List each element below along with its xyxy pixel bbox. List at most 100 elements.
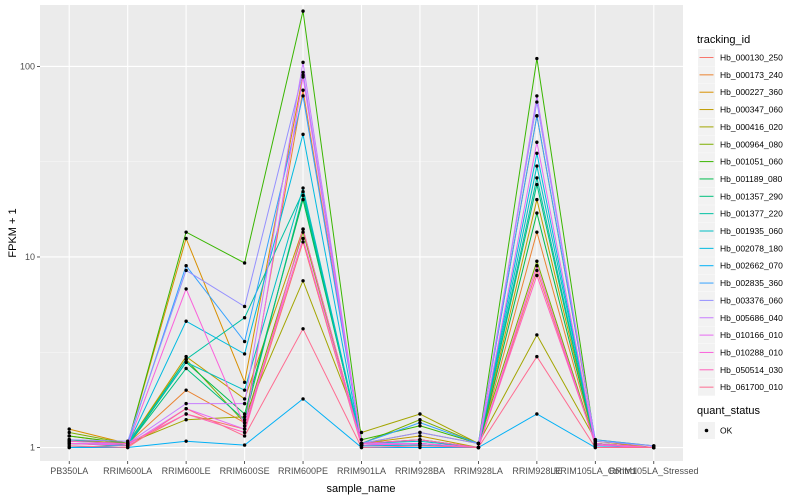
y-axis-title: FPKM + 1	[7, 208, 19, 257]
data-point	[242, 397, 247, 401]
data-point	[418, 434, 422, 438]
data-point	[535, 164, 539, 168]
data-point	[476, 441, 481, 446]
x-tick-label: RRIM600LA	[103, 466, 152, 476]
data-point	[535, 140, 539, 144]
data-point	[301, 132, 305, 137]
data-point	[535, 176, 539, 180]
data-point	[125, 445, 130, 450]
data-point	[418, 424, 422, 428]
data-point	[535, 259, 539, 263]
data-point	[418, 421, 422, 425]
legend2-item: OK	[698, 422, 733, 439]
data-point	[535, 151, 539, 155]
data-point	[184, 360, 188, 365]
data-point	[359, 441, 364, 446]
data-point	[535, 263, 539, 268]
data-point	[476, 445, 481, 450]
data-point	[184, 230, 188, 234]
x-axis-ticks: PB350LA RRIM600LA RRIM600LE RRIM600SE RRIM60…	[50, 461, 699, 476]
data-point	[67, 434, 71, 438]
data-point	[67, 430, 71, 435]
data-point	[652, 445, 656, 450]
data-point	[301, 236, 305, 241]
data-point	[301, 230, 305, 234]
data-point	[301, 60, 305, 65]
data-point	[535, 412, 539, 416]
data-point	[67, 441, 71, 446]
data-point	[184, 354, 188, 359]
data-point	[418, 418, 422, 422]
data-point	[535, 273, 539, 278]
data-point	[184, 236, 188, 241]
legend-title: tracking_id	[697, 34, 750, 46]
x-tick-label: RRIM105LA_Stressed	[609, 466, 699, 476]
data-point	[242, 304, 247, 309]
data-point	[301, 70, 305, 75]
data-point	[242, 415, 247, 419]
data-point	[184, 366, 188, 371]
data-point	[301, 75, 305, 79]
x-tick-label: RRIM928LE	[512, 466, 561, 476]
data-point	[535, 268, 539, 273]
data-point	[418, 441, 422, 446]
data-point	[301, 9, 305, 13]
legend: tracking_id Hb_000130_250Hb_000173_240Hb…	[697, 34, 783, 439]
data-point	[242, 430, 247, 435]
legend-label: Hb_010288_010	[720, 347, 783, 357]
data-point	[535, 211, 539, 215]
data-point	[242, 388, 247, 392]
x-tick-label: RRIM105LA_Control	[554, 466, 637, 476]
data-point	[418, 437, 422, 442]
x-tick-label: RRIM600LE	[162, 466, 211, 476]
legend-label: Hb_001051_060	[720, 157, 783, 167]
data-point	[301, 279, 305, 283]
data-point	[535, 182, 539, 187]
data-point	[242, 380, 247, 384]
data-point	[535, 197, 539, 202]
legend-label: Hb_061700_010	[720, 382, 783, 392]
legend-label: Hb_001357_290	[720, 191, 783, 201]
data-point	[301, 197, 305, 202]
data-point	[418, 412, 422, 416]
data-point	[301, 190, 305, 194]
legend-label: Hb_000347_060	[720, 105, 783, 115]
legend-label: Hb_000173_240	[720, 70, 783, 80]
legend-label: Hb_002835_360	[720, 278, 783, 288]
legend-label: Hb_000227_360	[720, 87, 783, 97]
data-point	[125, 439, 130, 443]
y-tick-label: 10	[25, 252, 35, 262]
legend-label: Hb_005686_040	[720, 313, 783, 323]
data-point	[242, 443, 247, 447]
y-axis-ticks: 1 10 100	[20, 61, 40, 453]
data-point	[301, 227, 305, 231]
data-point	[242, 434, 247, 438]
data-point	[593, 439, 598, 443]
data-point	[535, 94, 539, 98]
data-point	[184, 287, 188, 291]
data-point	[67, 439, 71, 443]
data-point	[184, 388, 188, 392]
data-point	[301, 186, 305, 190]
x-tick-label: RRIM928LA	[454, 466, 503, 476]
data-point	[301, 240, 305, 244]
legend-label: Hb_050514_030	[720, 365, 783, 375]
data-point	[184, 263, 188, 268]
data-point	[301, 193, 305, 198]
data-point	[593, 441, 598, 446]
legend2-label: OK	[720, 426, 733, 436]
data-point	[242, 261, 247, 265]
x-tick-label: RRIM928BA	[395, 466, 445, 476]
x-axis-title: sample_name	[326, 483, 395, 495]
data-point	[184, 319, 188, 323]
data-point	[184, 268, 188, 273]
x-tick-label: RRIM901LA	[337, 466, 386, 476]
legend-label: Hb_001377_220	[720, 209, 783, 219]
data-point	[301, 327, 305, 331]
data-point	[535, 354, 539, 359]
x-tick-label: PB350LA	[50, 466, 88, 476]
data-point	[301, 397, 305, 401]
legend2-point-icon	[704, 428, 709, 433]
data-point	[184, 439, 188, 443]
legend-label: Hb_010166_010	[720, 330, 783, 340]
